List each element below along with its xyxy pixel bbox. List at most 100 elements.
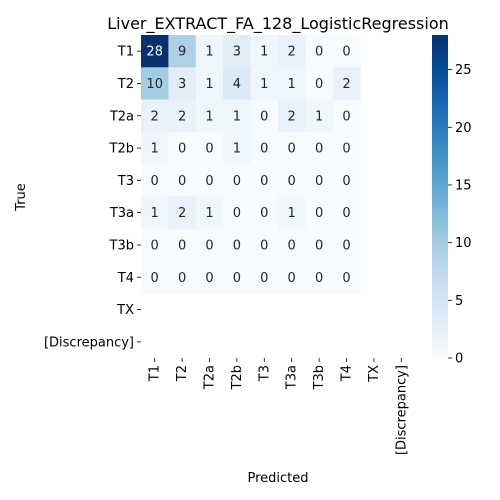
cell-value-label: 0 bbox=[315, 174, 323, 189]
cell-value-label: 9 bbox=[178, 45, 186, 60]
cell-value-label: 4 bbox=[233, 77, 241, 92]
cell-value-label: 0 bbox=[342, 109, 350, 124]
cell-value-label: 1 bbox=[205, 45, 213, 60]
heatmap-cell bbox=[305, 35, 334, 68]
x-axis-label: Predicted bbox=[247, 471, 308, 486]
cell-value-label: 0 bbox=[260, 174, 268, 189]
heatmap-cell bbox=[223, 131, 252, 165]
heatmap-cell bbox=[195, 164, 224, 197]
y-tick-label: T1 bbox=[117, 45, 134, 60]
x-tick-label: T3 bbox=[257, 365, 272, 382]
cell-value-label: 0 bbox=[233, 238, 241, 253]
cell-value-label: 0 bbox=[260, 271, 268, 286]
cell-value-label: 0 bbox=[342, 206, 350, 221]
heatmap-cell bbox=[250, 228, 279, 262]
cell-value-label: 0 bbox=[315, 142, 323, 157]
cell-value-label: 2 bbox=[288, 45, 296, 60]
cell-value-label: 0 bbox=[315, 271, 323, 286]
cell-value-label: 28 bbox=[146, 45, 163, 60]
heatmap-cell bbox=[168, 67, 197, 101]
heatmap-cell bbox=[305, 228, 334, 262]
cell-value-label: 0 bbox=[205, 174, 213, 189]
heatmap-cell bbox=[278, 67, 306, 101]
y-tick-label: TX bbox=[116, 303, 134, 318]
cell-value-label: 0 bbox=[205, 238, 213, 253]
colorbar-tick-label: 15 bbox=[455, 178, 472, 193]
heatmap-cell bbox=[250, 196, 279, 230]
heatmap-cell bbox=[223, 228, 252, 262]
heatmap-cell bbox=[141, 164, 169, 197]
cell-value-label: 0 bbox=[233, 271, 241, 286]
cell-value-label: 2 bbox=[288, 109, 296, 124]
y-tick-label: T4 bbox=[117, 271, 134, 286]
cell-value-label: 0 bbox=[178, 271, 186, 286]
y-tick-label: T2 bbox=[117, 77, 134, 92]
cell-value-label: 0 bbox=[288, 271, 296, 286]
y-tick-label: T3b bbox=[109, 238, 134, 253]
cell-value-label: 3 bbox=[178, 77, 186, 92]
heatmap-cell bbox=[332, 196, 361, 230]
y-tick-label: T3 bbox=[117, 174, 134, 189]
heatmap-cell bbox=[278, 164, 306, 197]
cell-value-label: 1 bbox=[233, 109, 241, 124]
heatmap-cell bbox=[168, 99, 197, 133]
cell-value-label: 0 bbox=[260, 109, 268, 124]
x-tick-label: T1 bbox=[148, 365, 163, 382]
heatmap-cell bbox=[278, 196, 306, 230]
heatmap-cell bbox=[305, 99, 334, 133]
cell-value-label: 0 bbox=[205, 271, 213, 286]
heatmap-cell bbox=[332, 164, 361, 197]
colorbar-tick-label: 5 bbox=[455, 294, 463, 309]
colorbar-tick-label: 0 bbox=[455, 352, 463, 367]
heatmap-cell bbox=[305, 67, 334, 101]
cell-value-label: 1 bbox=[260, 77, 268, 92]
cell-value-label: 0 bbox=[178, 238, 186, 253]
heatmap-cell bbox=[141, 35, 169, 68]
heatmap-cell bbox=[332, 228, 361, 262]
heatmap-cell bbox=[250, 67, 279, 101]
cell-value-label: 0 bbox=[288, 238, 296, 253]
heatmap-cell bbox=[278, 131, 306, 165]
colorbar-gradient bbox=[432, 35, 448, 358]
heatmap-cell bbox=[278, 261, 306, 294]
heatmap-cells bbox=[141, 35, 361, 294]
y-tick-label: T3a bbox=[109, 206, 134, 221]
cell-value-label: 0 bbox=[233, 206, 241, 221]
cell-value-label: 0 bbox=[151, 174, 159, 189]
heatmap-cell bbox=[195, 99, 224, 133]
heatmap-cell bbox=[168, 131, 197, 165]
cell-value-label: 1 bbox=[151, 206, 159, 221]
heatmap-cell bbox=[332, 99, 361, 133]
heatmap-cell bbox=[250, 164, 279, 197]
cell-value-label: 2 bbox=[178, 109, 186, 124]
heatmap-cell bbox=[332, 67, 361, 101]
cell-value-label: 0 bbox=[342, 45, 350, 60]
y-axis-ticks: T1 T2 T2a T2b T3 T3a T3b T4 TX [Discrepancy] bbox=[44, 45, 141, 350]
heatmap-cell bbox=[250, 35, 279, 68]
heatmap-cell-labels: 28 9 1 3 1 2 0 010 3 1 4 1 1 0 22 2 1 1 0 2 1 01 0 0 1 0 0 0 00 0 0 0 0 0… bbox=[146, 45, 350, 286]
colorbar-tick-label: 20 bbox=[455, 121, 472, 136]
heatmap-cell bbox=[305, 131, 334, 165]
x-tick-label: T2b bbox=[230, 365, 245, 390]
heatmap-cell bbox=[223, 164, 252, 197]
cell-value-label: 1 bbox=[315, 109, 323, 124]
cell-value-label: 1 bbox=[205, 206, 213, 221]
cell-value-label: 0 bbox=[151, 271, 159, 286]
heatmap-cell bbox=[141, 67, 169, 101]
heatmap-cell bbox=[195, 261, 224, 294]
x-tick-label: T3a bbox=[285, 365, 300, 390]
cell-value-label: 0 bbox=[205, 142, 213, 157]
cell-value-label: 2 bbox=[151, 109, 159, 124]
cell-value-label: 0 bbox=[342, 142, 350, 157]
cell-value-label: 1 bbox=[151, 142, 159, 157]
cell-value-label: 0 bbox=[315, 206, 323, 221]
heatmap-cell bbox=[141, 196, 169, 230]
cell-value-label: 0 bbox=[233, 174, 241, 189]
cell-value-label: 0 bbox=[288, 174, 296, 189]
heatmap-cell bbox=[223, 99, 252, 133]
cell-value-label: 0 bbox=[315, 238, 323, 253]
cell-value-label: 1 bbox=[260, 45, 268, 60]
cell-value-label: 0 bbox=[178, 174, 186, 189]
cell-value-label: 1 bbox=[288, 206, 296, 221]
